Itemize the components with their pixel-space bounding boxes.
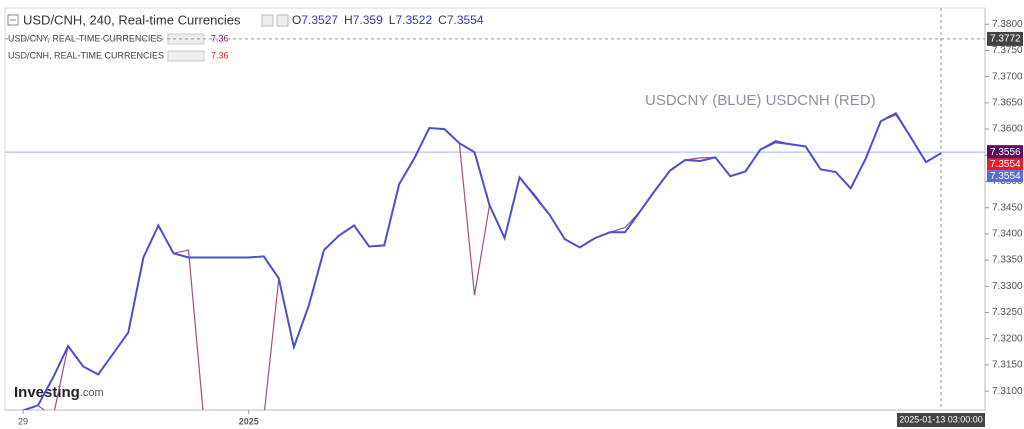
- ohlc-label: H: [344, 13, 353, 27]
- series-line: [22, 111, 942, 410]
- visibility-icon[interactable]: [276, 14, 289, 27]
- ohlc-value: 7.3527: [301, 13, 338, 27]
- crosshair-y-box: [987, 31, 1023, 46]
- y-tick-label: 7.3800: [992, 19, 1023, 30]
- legend-name: USD/CNH, REAL-TIME CURRENCIES: [8, 50, 164, 60]
- annotation: USDCNY (BLUE) USDCNH (RED): [645, 92, 876, 109]
- y-tick-label: 7.3750: [992, 45, 1023, 56]
- ohlc-value: 7.3522: [395, 13, 432, 27]
- last-value-label: 7.3554: [990, 159, 1021, 170]
- legend-last: 7.36: [211, 33, 229, 43]
- y-tick-label: 7.3650: [992, 98, 1023, 109]
- x-tick-label: 29: [18, 416, 28, 426]
- y-tick-label: 7.3450: [992, 202, 1023, 213]
- y-tick-label: 7.3150: [992, 360, 1023, 371]
- logo: Investing.com: [14, 384, 104, 401]
- x-tick-label: 2025: [239, 416, 259, 426]
- chart-title: USD/CNH, 240, Real-time Currencies: [23, 12, 241, 27]
- last-value-box: [987, 170, 1023, 183]
- y-tick-label: 7.3350: [992, 255, 1023, 266]
- series-group: [22, 111, 942, 410]
- settings-icon[interactable]: [261, 14, 274, 27]
- y-tick-label: 7.3100: [992, 386, 1023, 397]
- legend-last: 7.36: [211, 50, 229, 60]
- ohlc-label: C: [438, 13, 447, 27]
- legend-name: USD/CNY, REAL-TIME CURRENCIES: [8, 33, 162, 43]
- header-icons: [261, 14, 289, 27]
- logo-brand: Investing: [14, 384, 80, 401]
- y-tick-label: 7.3400: [992, 229, 1023, 240]
- ohlc: O7.3527 H7.359 L7.3522 C7.3554: [292, 13, 484, 27]
- price-label-box: [987, 145, 1023, 160]
- crosshair-x-label: 2025-01-13 03:00:00: [899, 414, 983, 424]
- ohlc-label: L: [389, 13, 396, 27]
- ohlc-value: 7.359: [353, 13, 383, 27]
- y-tick-label: 7.3700: [992, 71, 1023, 82]
- y-tick-label: 7.3250: [992, 307, 1023, 318]
- last-value-box: [987, 158, 1023, 171]
- ohlc-label: O: [292, 13, 301, 27]
- crosshair-y-label: 7.3772: [990, 34, 1021, 45]
- crosshair-x-box: [897, 413, 985, 427]
- price-label: 7.3556: [990, 147, 1021, 158]
- y-tick-label: 7.3300: [992, 281, 1023, 292]
- last-value-label: 7.3554: [990, 171, 1021, 182]
- y-tick-label: 7.3200: [992, 333, 1023, 344]
- ohlc-value: 7.3554: [447, 13, 484, 27]
- logo-suffix: .com: [80, 387, 104, 399]
- y-tick-label: 7.3600: [992, 124, 1023, 135]
- plot-frame: [4, 7, 986, 411]
- legend-icons[interactable]: [167, 50, 205, 62]
